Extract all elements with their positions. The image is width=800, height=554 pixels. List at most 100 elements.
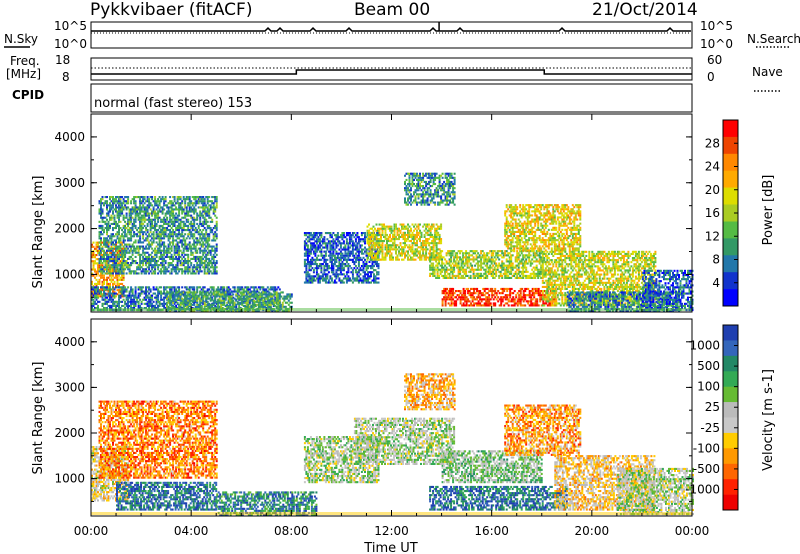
- range-gate-cell: [209, 204, 212, 207]
- range-gate-cell: [387, 235, 390, 238]
- range-gate-cell: [212, 227, 215, 230]
- range-gate-cell: [199, 286, 202, 289]
- range-gate-cell: [163, 298, 166, 301]
- range-gate-cell: [206, 291, 209, 294]
- range-gate-cell: [241, 297, 244, 300]
- range-gate-cell: [375, 256, 378, 259]
- range-gate-cell: [229, 299, 232, 302]
- range-gate-cell: [308, 254, 311, 257]
- range-gate-cell: [121, 278, 124, 281]
- range-gate-cell: [247, 291, 250, 294]
- range-gate-cell: [116, 253, 119, 256]
- range-gate-cell: [199, 300, 202, 303]
- range-gate-cell: [312, 271, 315, 274]
- range-gate-cell: [271, 295, 274, 298]
- range-gate-cell: [194, 245, 197, 248]
- range-gate-cell: [272, 290, 275, 293]
- range-gate-cell: [175, 288, 178, 291]
- range-gate-cell: [107, 266, 110, 269]
- range-gate-cell: [206, 235, 209, 238]
- range-gate-cell: [164, 218, 167, 221]
- range-gate-cell: [404, 254, 406, 257]
- range-gate-cell: [199, 260, 202, 263]
- frequency-line: [91, 69, 692, 75]
- range-gate-cell: [100, 247, 102, 250]
- range-gate-cell: [172, 204, 175, 207]
- range-gate-cell: [194, 266, 197, 269]
- range-gate-cell: [408, 254, 411, 257]
- range-gate-cell: [239, 292, 242, 295]
- range-gate-cell: [161, 220, 164, 223]
- range-gate-cell: [214, 196, 217, 199]
- range-gate-cell: [157, 300, 160, 303]
- range-gate-cell: [401, 227, 403, 230]
- range-gate-cell: [351, 277, 354, 280]
- range-gate-cell: [100, 262, 102, 265]
- range-gate-cell: [389, 227, 391, 230]
- range-gate-cell: [329, 248, 332, 251]
- range-gate-cell: [239, 286, 242, 289]
- range-gate-cell: [152, 239, 155, 242]
- range-gate-cell: [151, 218, 154, 221]
- range-gate-cell: [420, 231, 423, 234]
- range-gate-cell: [145, 233, 148, 236]
- range-gate-cell: [124, 200, 127, 203]
- range-gate-cell: [371, 279, 374, 282]
- range-gate-cell: [124, 251, 127, 254]
- range-gate-cell: [275, 305, 278, 308]
- range-gate-cell: [101, 229, 104, 232]
- range-gate-cell: [371, 263, 374, 266]
- range-gate-cell: [378, 242, 381, 245]
- range-gate-cell: [191, 227, 194, 230]
- range-gate-cell: [106, 222, 108, 225]
- range-gate-cell: [351, 275, 354, 278]
- range-gate-cell: [116, 257, 119, 260]
- range-gate-cell: [245, 288, 248, 291]
- range-gate-cell: [347, 250, 350, 253]
- range-gate-cell: [260, 301, 263, 304]
- range-gate-cell: [98, 278, 101, 281]
- range-gate-cell: [338, 260, 341, 263]
- range-gate-cell: [350, 250, 353, 253]
- range-gate-cell: [130, 247, 133, 250]
- range-gate-cell: [187, 294, 190, 297]
- range-gate-cell: [396, 231, 399, 234]
- range-gate-cell: [212, 266, 215, 269]
- range-gate-cell: [193, 222, 196, 225]
- range-gate-cell: [119, 202, 122, 205]
- range-gate-cell: [118, 285, 120, 288]
- range-gate-cell: [393, 235, 396, 238]
- range-gate-cell: [140, 222, 143, 225]
- range-gate-cell: [104, 266, 107, 269]
- range-gate-cell: [113, 268, 116, 271]
- range-gate-cell: [235, 304, 238, 307]
- range-gate-cell: [214, 247, 217, 250]
- range-gate-cell: [390, 252, 393, 255]
- range-gate-cell: [205, 304, 208, 307]
- range-gate-cell: [92, 294, 95, 297]
- range-gate-cell: [215, 293, 218, 296]
- range-gate-cell: [118, 296, 120, 299]
- range-gate-cell: [109, 268, 111, 271]
- range-gate-cell: [425, 240, 428, 243]
- range-gate-cell: [172, 224, 175, 227]
- range-gate-cell: [278, 304, 281, 307]
- range-gate-cell: [389, 248, 391, 251]
- range-gate-cell: [206, 288, 209, 291]
- range-gate-cell: [353, 256, 356, 259]
- range-gate-cell: [163, 257, 166, 260]
- range-gate-cell: [113, 255, 116, 258]
- range-gate-cell: [205, 233, 208, 236]
- range-gate-cell: [149, 235, 152, 238]
- range-gate-cell: [257, 299, 260, 302]
- range-gate-cell: [205, 303, 208, 306]
- range-gate-cell: [155, 216, 158, 219]
- range-gate-cell: [115, 292, 117, 295]
- range-gate-cell: [128, 218, 131, 221]
- range-gate-cell: [145, 294, 148, 297]
- range-gate-cell: [136, 212, 139, 215]
- range-gate-cell: [178, 297, 181, 300]
- range-gate-cell: [208, 272, 211, 275]
- range-gate-cell: [155, 214, 158, 217]
- range-gate-cell: [402, 258, 405, 261]
